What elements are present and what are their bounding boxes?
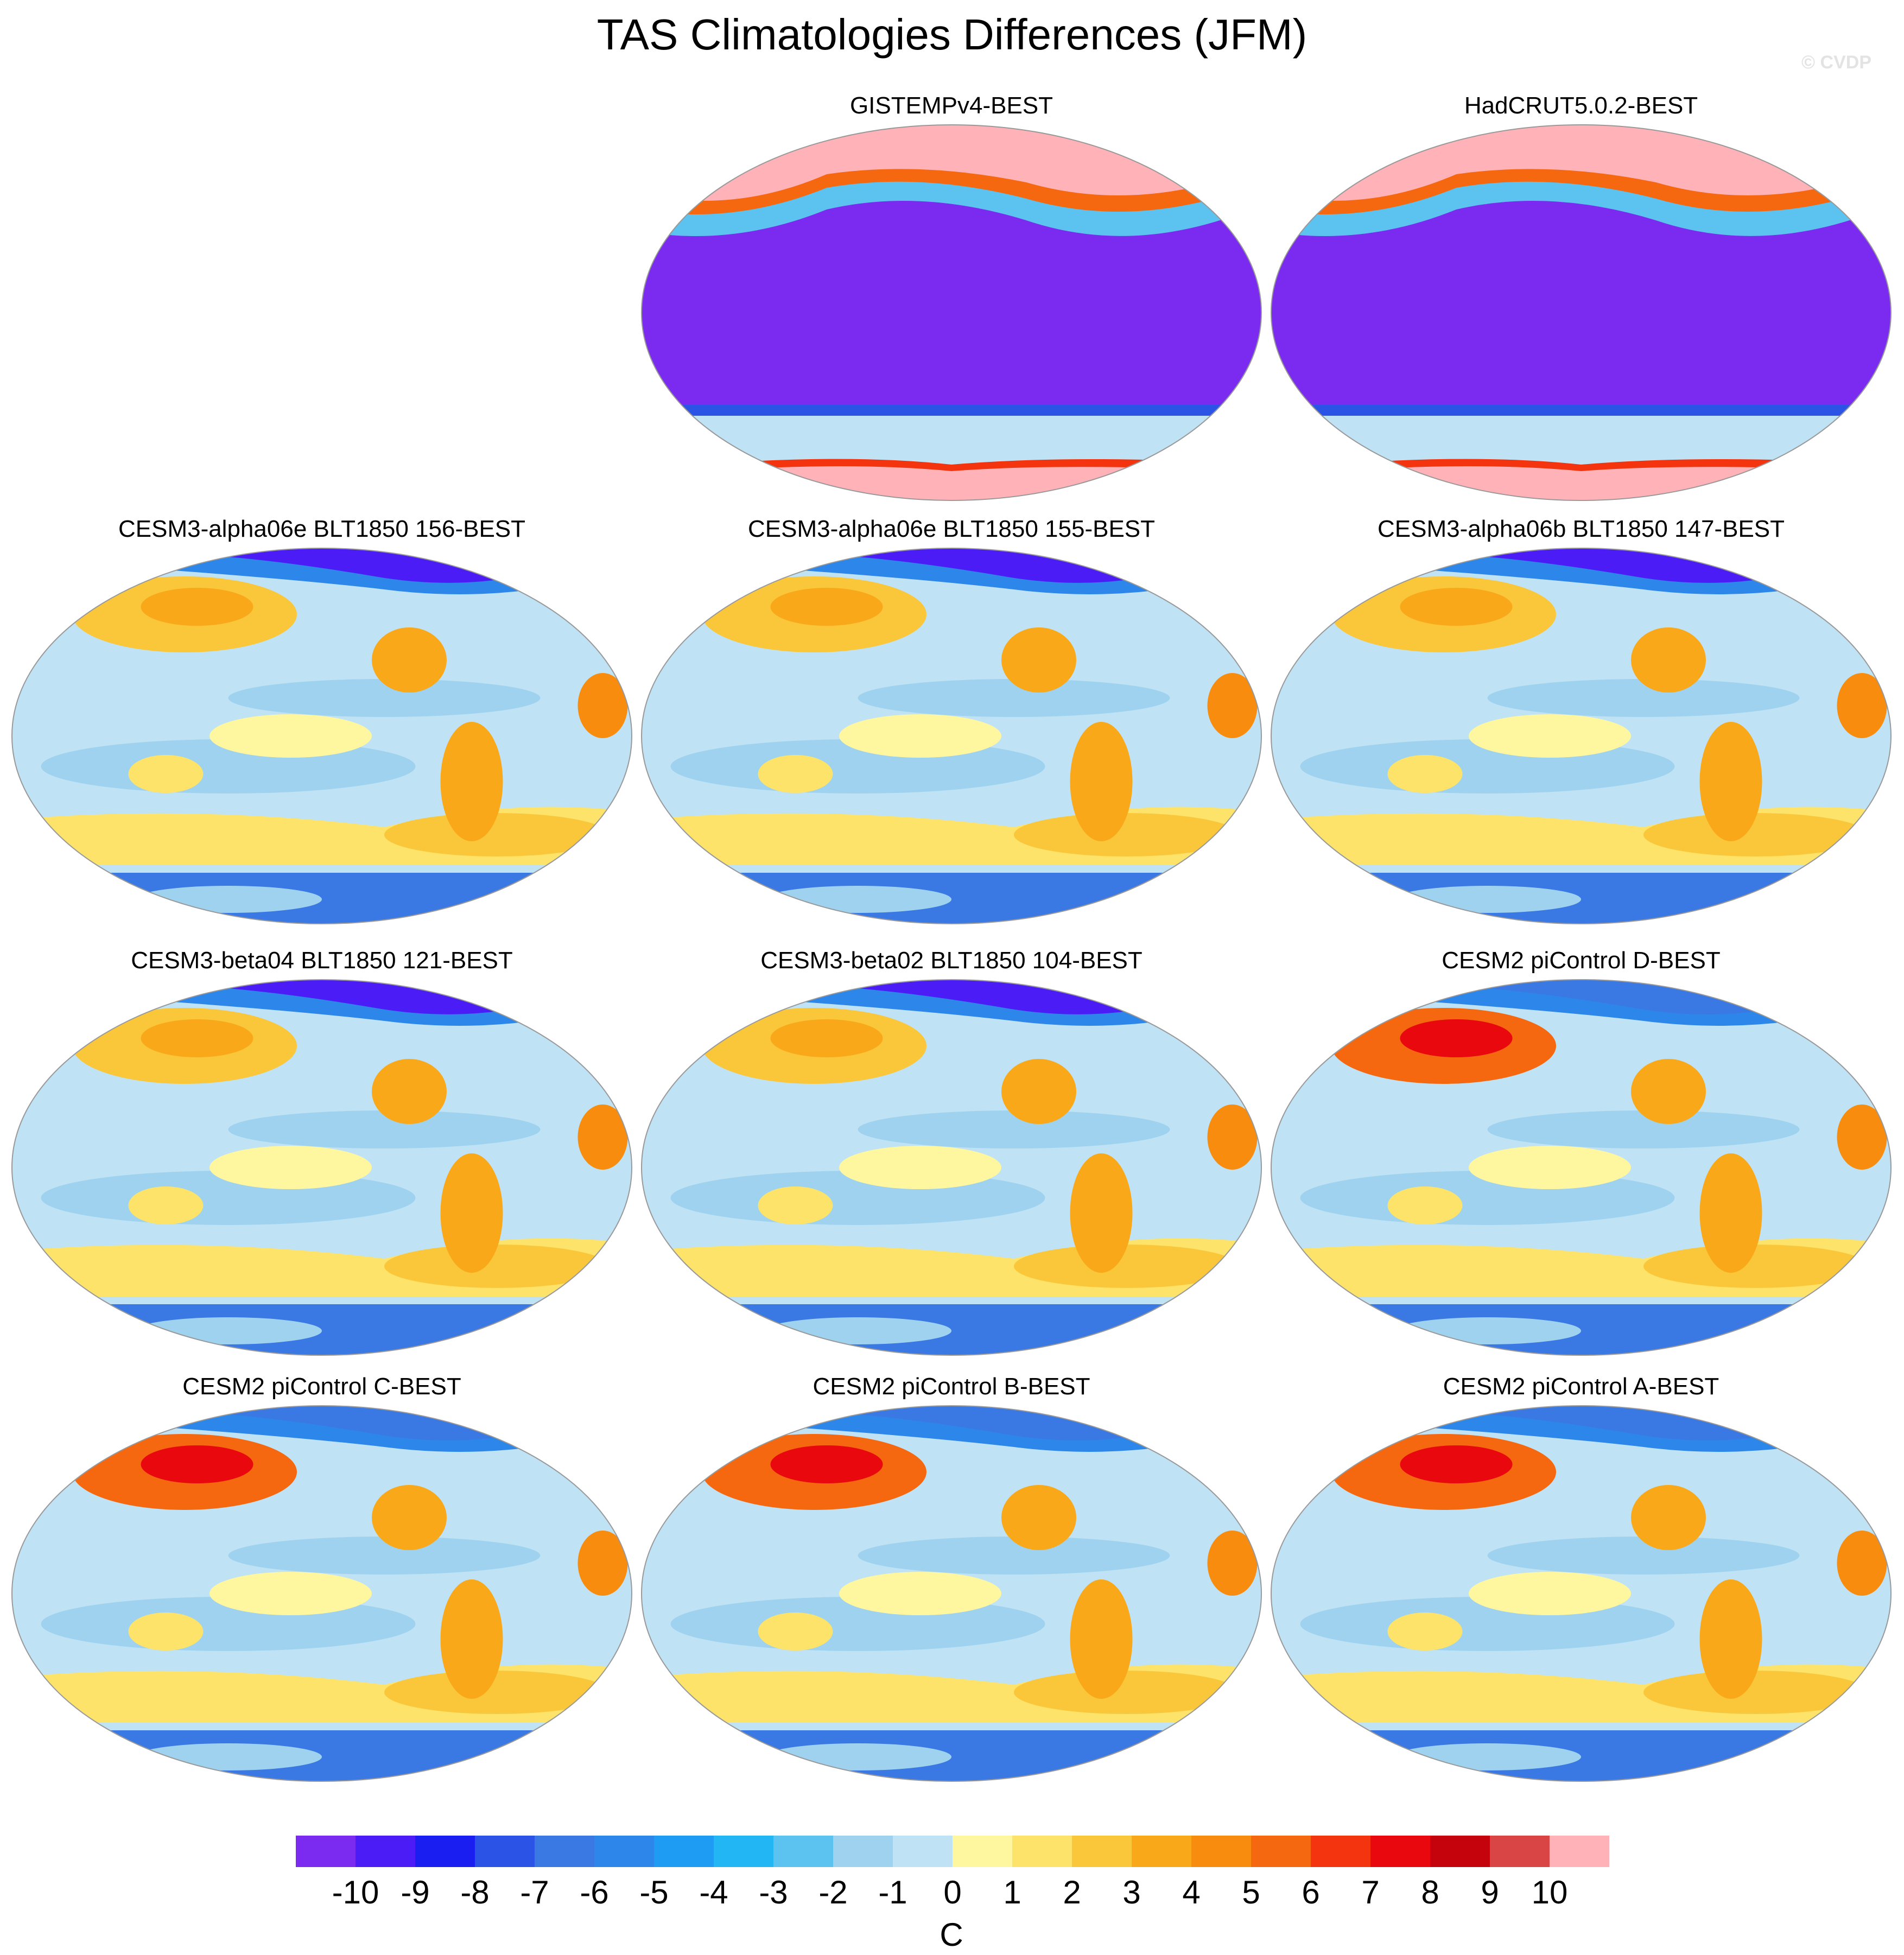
- map-panel: HadCRUT5.0.2-BEST: [1269, 92, 1893, 505]
- colorbar-swatch: [1072, 1836, 1132, 1867]
- colorbar-swatch: [296, 1836, 356, 1867]
- map-panel: CESM2 piControl B-BEST: [639, 1373, 1264, 1786]
- panel-title: CESM3-alpha06e BLT1850 155-BEST: [747, 516, 1156, 542]
- colorbar-tick-label: -4: [699, 1874, 728, 1910]
- panel-title: CESM2 piControl B-BEST: [813, 1373, 1090, 1400]
- map-plot: [641, 1405, 1262, 1782]
- colorbar-swatch: [773, 1836, 833, 1867]
- panel-title: CESM2 piControl D-BEST: [1442, 947, 1721, 974]
- colorbar-swatch: [893, 1836, 953, 1867]
- map-plot: [641, 548, 1262, 924]
- colorbar-tick-label: -3: [759, 1874, 788, 1910]
- colorbar-tick-label: 1: [1003, 1874, 1021, 1910]
- watermark: © CVDP: [1801, 52, 1871, 73]
- map-panel: CESM2 piControl D-BEST: [1269, 947, 1893, 1360]
- colorbar-tick-label: -9: [401, 1874, 430, 1910]
- colorbar-swatch: [1132, 1836, 1191, 1867]
- panel-title: GISTEMPv4-BEST: [849, 92, 1053, 119]
- map-plot: [11, 548, 632, 924]
- colorbar: [296, 1836, 1609, 1867]
- panel-title: CESM3-beta04 BLT1850 121-BEST: [131, 947, 513, 974]
- colorbar-swatch: [1251, 1836, 1311, 1867]
- colorbar-tick-label: 10: [1531, 1874, 1568, 1910]
- colorbar-tick-label: 5: [1242, 1874, 1260, 1910]
- colorbar-swatch: [1012, 1836, 1072, 1867]
- colorbar-tick-label: -10: [332, 1874, 379, 1910]
- colorbar-unit: C: [940, 1916, 963, 1953]
- colorbar-swatch: [1311, 1836, 1370, 1867]
- colorbar-swatch: [654, 1836, 714, 1867]
- colorbar-swatch: [1490, 1836, 1550, 1867]
- colorbar-tick-label: -7: [520, 1874, 549, 1910]
- colorbar-tick-label: 7: [1361, 1874, 1380, 1910]
- colorbar-swatch: [594, 1836, 654, 1867]
- map-plot: [11, 979, 632, 1356]
- colorbar-swatch: [1550, 1836, 1609, 1867]
- panel-title: CESM3-alpha06b BLT1850 147-BEST: [1377, 516, 1785, 542]
- panel-title: CESM2 piControl C-BEST: [182, 1373, 461, 1400]
- map-plot: [11, 1405, 632, 1782]
- colorbar-swatch: [1430, 1836, 1490, 1867]
- map-plot: [641, 979, 1262, 1356]
- map-panel: CESM3-beta04 BLT1850 121-BEST: [10, 947, 634, 1360]
- colorbar-tick-label: 6: [1302, 1874, 1320, 1910]
- map-panel: CESM3-beta02 BLT1850 104-BEST: [639, 947, 1264, 1360]
- panel-title: HadCRUT5.0.2-BEST: [1464, 92, 1698, 119]
- map-plot: [641, 124, 1262, 501]
- map-plot: [1271, 548, 1892, 924]
- panel-title: CESM3-alpha06e BLT1850 156-BEST: [118, 516, 526, 542]
- panel-title: CESM3-beta02 BLT1850 104-BEST: [760, 947, 1143, 974]
- panel-title: CESM2 piControl A-BEST: [1443, 1373, 1719, 1400]
- map-panel: CESM2 piControl A-BEST: [1269, 1373, 1893, 1786]
- colorbar-tick-label: -2: [818, 1874, 848, 1910]
- colorbar-tick-label: -8: [460, 1874, 490, 1910]
- colorbar-tick-label: 0: [943, 1874, 962, 1910]
- colorbar-tick-label: -1: [878, 1874, 907, 1910]
- map-panel: CESM3-alpha06e BLT1850 155-BEST: [639, 516, 1264, 928]
- colorbar-tick-label: 2: [1063, 1874, 1081, 1910]
- colorbar-swatch: [415, 1836, 475, 1867]
- colorbar-swatch: [1370, 1836, 1430, 1867]
- colorbar-tick-label: 8: [1421, 1874, 1439, 1910]
- map-plot: [1271, 1405, 1892, 1782]
- map-plot: [1271, 124, 1892, 501]
- colorbar-swatch: [953, 1836, 1012, 1867]
- colorbar-tick-label: 9: [1481, 1874, 1499, 1910]
- map-panel: CESM3-alpha06e BLT1850 156-BEST: [10, 516, 634, 928]
- colorbar-swatch: [714, 1836, 773, 1867]
- map-panel: CESM3-alpha06b BLT1850 147-BEST: [1269, 516, 1893, 928]
- colorbar-tick-label: -6: [580, 1874, 609, 1910]
- map-panel: CESM2 piControl C-BEST: [10, 1373, 634, 1786]
- colorbar-swatch: [833, 1836, 893, 1867]
- colorbar-swatch: [356, 1836, 415, 1867]
- colorbar-tick-label: 4: [1182, 1874, 1201, 1910]
- colorbar-swatch: [1191, 1836, 1251, 1867]
- colorbar-swatch: [475, 1836, 535, 1867]
- map-plot: [1271, 979, 1892, 1356]
- colorbar-swatch: [535, 1836, 594, 1867]
- map-panel: GISTEMPv4-BEST: [639, 92, 1264, 505]
- page-title: TAS Climatologies Differences (JFM): [596, 10, 1308, 59]
- colorbar-tick-label: -5: [639, 1874, 669, 1910]
- colorbar-tick-label: 3: [1122, 1874, 1141, 1910]
